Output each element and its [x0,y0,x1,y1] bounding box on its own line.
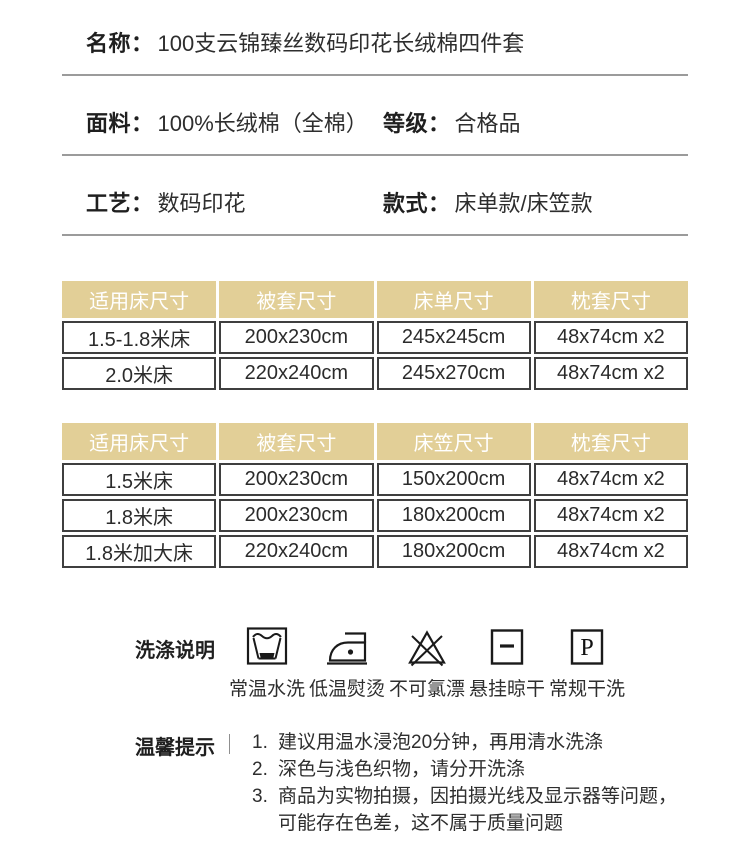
table2-header-pillow-size: 枕套尺寸 [533,423,688,460]
table1-header-sheet-size: 床单尺寸 [376,281,531,318]
craft-pair: 工艺： 数码印花 [86,191,246,217]
table1-header-bed-size: 适用床尺寸 [62,281,217,318]
washing-item-label: 低温熨烫 [308,679,385,700]
tip-text: 深色与浅色织物，请分开洗涤 [278,759,526,780]
table1-header-duvet-size: 被套尺寸 [219,281,374,318]
table2-header-bed-size: 适用床尺寸 [62,423,217,460]
wash-basin-icon [245,624,289,668]
tip-text: 建议用温水浸泡20分钟，再用清水洗涤 [278,732,604,753]
washing-item-label: 悬挂晾干 [468,679,545,700]
name-pair: 名称： 100支云锦臻丝数码印花长绒棉四件套 [86,31,524,57]
washing-items: 常温水洗 低温熨烫 [227,624,627,701]
tips-list: 1. 建议用温水浸泡20分钟，再用清水洗涤 2. 深色与浅色织物，请分开洗涤 3… [252,729,692,837]
tips-title: 温馨提示 [135,737,215,759]
grade-pair: 等级： 合格品 [383,111,521,137]
style-value: 床单款/床笠款 [454,191,593,216]
vertical-divider [229,734,230,754]
craft-label: 工艺： [86,191,154,216]
no-bleach-icon [405,624,449,668]
style-label: 款式： [383,191,451,216]
table2-cell: 48x74cm x2 [533,499,688,532]
size-table-fitted-style: 适用床尺寸 被套尺寸 床笠尺寸 枕套尺寸 1.5米床 200x230cm 150… [62,423,688,568]
table1-cell: 245x245cm [376,321,531,354]
fabric-pair: 面料： 100%长绒棉（全棉） [86,111,368,137]
table1-cell: 2.0米床 [62,357,217,390]
tip-text: 商品为实物拍摄，因拍摄光线及显示器等问题，可能存在色差，这不属于质量问题 [278,786,678,834]
info-row-fabric: 面料： 100%长绒棉（全棉） 等级： 合格品 [62,76,688,156]
style-pair: 款式： 床单款/床笠款 [383,191,593,217]
fabric-value: 100%长绒棉（全棉） [157,111,368,136]
table1-cell: 1.5-1.8米床 [62,321,217,354]
washing-item-no-bleach: 不可氯漂 [387,624,467,701]
table2-cell: 1.8米床 [62,499,217,532]
table1-cell: 245x270cm [376,357,531,390]
table2-cell: 180x200cm [376,535,531,568]
name-value: 100支云锦臻丝数码印花长绒棉四件套 [157,31,525,56]
table1-cell: 220x240cm [219,357,374,390]
washing-item-low-iron: 低温熨烫 [307,624,387,701]
info-row-name: 名称： 100支云锦臻丝数码印花长绒棉四件套 [62,0,688,76]
tips-section: 温馨提示 1. 建议用温水浸泡20分钟，再用清水洗涤 2. 深色与浅色织物，请分… [135,729,750,837]
name-label: 名称： [86,31,154,56]
craft-value: 数码印花 [157,191,246,216]
table2-cell: 48x74cm x2 [533,535,688,568]
tip-item: 1. 建议用温水浸泡20分钟，再用清水洗涤 [252,729,692,756]
tip-number: 2. [252,759,268,780]
grade-value: 合格品 [454,111,521,136]
table2-cell: 1.8米加大床 [62,535,217,568]
fabric-label: 面料： [86,111,154,136]
iron-icon [325,624,369,668]
washing-item-dry-clean: P 常规干洗 [547,624,627,701]
washing-item-label: 不可氯漂 [388,679,465,700]
table2-cell: 200x230cm [219,463,374,496]
table2-header-duvet-size: 被套尺寸 [219,423,374,460]
dry-clean-icon: P [565,624,609,668]
hang-dry-icon [485,624,529,668]
table2-cell: 48x74cm x2 [533,463,688,496]
tip-item: 3. 商品为实物拍摄，因拍摄光线及显示器等问题，可能存在色差，这不属于质量问题 [252,783,692,837]
table2-cell: 150x200cm [376,463,531,496]
tip-number: 1. [252,732,268,753]
washing-item-hang-dry: 悬挂晾干 [467,624,547,701]
size-table-sheet-style: 适用床尺寸 被套尺寸 床单尺寸 枕套尺寸 1.5-1.8米床 200x230cm… [62,281,688,390]
svg-text:P: P [580,635,593,661]
info-row-craft: 工艺： 数码印花 款式： 床单款/床笠款 [62,156,688,236]
grade-label: 等级： [383,111,451,136]
washing-instructions: 洗涤说明 常温水洗 [135,624,750,701]
washing-title: 洗涤说明 [135,640,215,662]
washing-item-normal-wash: 常温水洗 [227,624,307,701]
table2-header-fitted-size: 床笠尺寸 [376,423,531,460]
table1-header-pillow-size: 枕套尺寸 [533,281,688,318]
table2-cell: 200x230cm [219,499,374,532]
table2-cell: 180x200cm [376,499,531,532]
tip-number: 3. [252,786,268,807]
washing-item-label: 常温水洗 [228,679,305,700]
table1-cell: 48x74cm x2 [533,357,688,390]
table1-cell: 200x230cm [219,321,374,354]
table2-cell: 220x240cm [219,535,374,568]
washing-item-label: 常规干洗 [548,679,625,700]
table1-cell: 48x74cm x2 [533,321,688,354]
table2-cell: 1.5米床 [62,463,217,496]
tip-item: 2. 深色与浅色织物，请分开洗涤 [252,756,692,783]
